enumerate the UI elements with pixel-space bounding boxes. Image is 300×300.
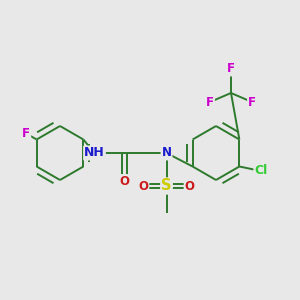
Text: NH: NH [84, 146, 105, 160]
Text: Cl: Cl [254, 164, 268, 178]
Text: O: O [184, 179, 195, 193]
Text: O: O [119, 175, 130, 188]
Text: F: F [206, 95, 214, 109]
Text: O: O [138, 179, 148, 193]
Text: F: F [22, 127, 30, 140]
Text: N: N [161, 146, 172, 160]
Text: F: F [248, 95, 256, 109]
Text: S: S [161, 178, 172, 194]
Text: F: F [227, 62, 235, 76]
